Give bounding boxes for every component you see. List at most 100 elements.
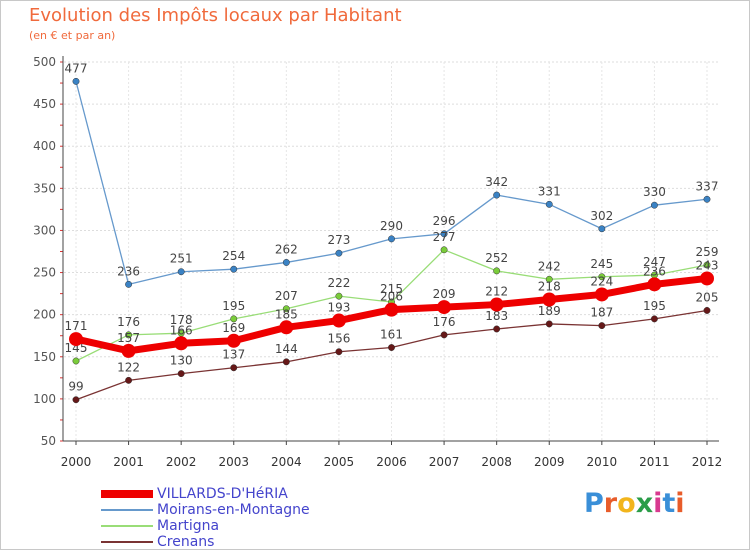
data-point — [230, 315, 238, 323]
logo-letter: x — [635, 488, 654, 519]
data-label: 331 — [538, 184, 561, 198]
data-label: 178 — [170, 313, 193, 327]
chart-subtitle: (en € et par an) — [29, 29, 116, 42]
data-point — [542, 292, 557, 307]
data-point — [700, 271, 714, 286]
data-label: 254 — [222, 249, 245, 263]
data-point — [121, 343, 136, 358]
legend-item: Moirans-en-Montagne — [101, 502, 361, 518]
logo-letter: i — [653, 488, 663, 519]
data-label: 222 — [327, 276, 350, 290]
data-point — [493, 191, 501, 199]
legend: VILLARDS-D'HéRIA Moirans-en-Montagne Mar… — [101, 486, 361, 550]
data-label: 236 — [643, 264, 666, 278]
legend-item: VILLARDS-D'HéRIA — [101, 486, 361, 502]
data-label: 302 — [590, 209, 613, 223]
data-label: 161 — [380, 328, 403, 342]
y-tick-label: 200 — [33, 308, 56, 322]
data-label: 144 — [275, 342, 298, 356]
data-point — [598, 273, 606, 281]
data-label: 183 — [485, 309, 508, 323]
data-point — [226, 333, 241, 348]
data-label: 189 — [538, 304, 561, 318]
data-label: 195 — [643, 299, 666, 313]
x-tick-label: 2000 — [61, 455, 92, 469]
data-point — [282, 358, 290, 366]
logo-letter: P — [584, 488, 604, 519]
x-tick-label: 2003 — [218, 455, 249, 469]
data-point — [545, 320, 553, 328]
data-label: 215 — [380, 282, 403, 296]
data-point — [230, 265, 238, 273]
y-tick-label: 500 — [33, 55, 56, 69]
legend-label: Martigna — [157, 518, 220, 534]
data-label: 176 — [117, 315, 140, 329]
data-point — [647, 277, 662, 292]
data-label: 171 — [65, 319, 88, 333]
y-tick-label: 50 — [41, 434, 56, 448]
data-label: 296 — [433, 214, 456, 228]
data-label: 122 — [117, 360, 140, 374]
data-point — [331, 313, 346, 328]
data-label: 259 — [696, 245, 719, 259]
data-point — [598, 225, 606, 233]
data-point — [177, 370, 185, 378]
data-label: 218 — [538, 280, 561, 294]
x-tick-label: 2005 — [324, 455, 355, 469]
data-label: 247 — [643, 255, 666, 269]
legend-swatch — [101, 490, 153, 498]
y-tick-label: 450 — [33, 97, 56, 111]
data-point — [125, 280, 133, 288]
data-label: 236 — [117, 264, 140, 278]
data-label: 130 — [170, 354, 193, 368]
x-tick-label: 2012 — [692, 455, 723, 469]
data-point — [493, 325, 501, 333]
legend-swatch — [101, 525, 153, 527]
legend-label: VILLARDS-D'HéRIA — [157, 486, 288, 502]
data-point — [174, 336, 189, 351]
data-label: 185 — [275, 307, 298, 321]
data-point — [545, 200, 553, 208]
data-point — [493, 267, 501, 275]
logo-letter: r — [603, 488, 618, 519]
data-label: 224 — [590, 274, 613, 288]
data-label: 262 — [275, 242, 298, 256]
data-point — [598, 322, 606, 330]
data-point — [335, 249, 343, 257]
data-label: 187 — [590, 306, 613, 320]
data-label: 137 — [222, 348, 245, 362]
data-label: 242 — [538, 259, 561, 273]
data-label: 99 — [68, 380, 83, 394]
data-point — [72, 357, 80, 365]
y-tick-label: 150 — [33, 350, 56, 364]
data-point — [440, 331, 448, 339]
x-tick-label: 2007 — [429, 455, 460, 469]
x-tick-label: 2010 — [587, 455, 618, 469]
data-label: 337 — [696, 179, 719, 193]
data-label: 206 — [380, 290, 403, 304]
data-label: 330 — [643, 185, 666, 199]
x-tick-label: 2011 — [639, 455, 670, 469]
y-tick-label: 350 — [33, 181, 56, 195]
x-tick-label: 2001 — [113, 455, 144, 469]
data-point — [545, 275, 553, 283]
data-point — [440, 230, 448, 238]
legend-swatch — [101, 509, 153, 511]
data-label: 243 — [696, 258, 719, 272]
data-label: 273 — [327, 233, 350, 247]
data-point — [279, 320, 294, 335]
y-tick-label: 100 — [33, 392, 56, 406]
logo-letter: i — [675, 488, 685, 519]
x-tick-label: 2006 — [376, 455, 407, 469]
data-point — [440, 246, 448, 254]
data-label: 209 — [433, 287, 456, 301]
data-label: 290 — [380, 219, 403, 233]
data-point — [69, 332, 83, 347]
data-point — [125, 331, 133, 339]
data-point — [703, 307, 711, 314]
data-label: 193 — [327, 301, 350, 315]
data-point — [388, 344, 395, 351]
data-label: 145 — [65, 341, 88, 355]
data-point — [282, 305, 290, 313]
data-point — [703, 261, 711, 269]
